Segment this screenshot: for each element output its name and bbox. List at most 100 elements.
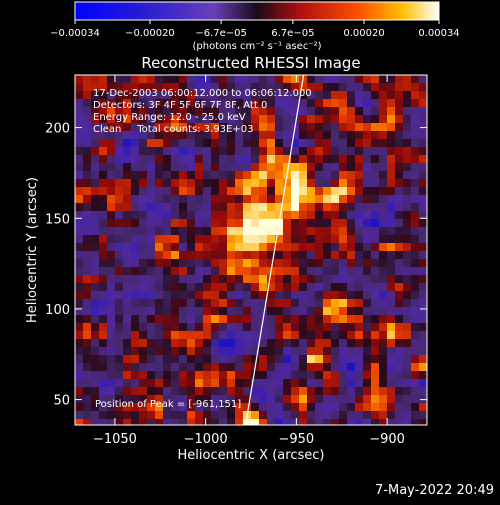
heatmap-cell — [387, 235, 396, 244]
heatmap-cell — [275, 315, 284, 324]
heatmap-cell — [91, 387, 100, 396]
heatmap-cell — [283, 235, 292, 244]
heatmap-cell — [243, 355, 252, 364]
heatmap-cell — [419, 331, 427, 340]
heatmap-cell — [139, 227, 148, 236]
heatmap-cell — [331, 187, 340, 196]
heatmap-cell — [203, 123, 212, 132]
heatmap-cell — [227, 291, 236, 300]
heatmap-cell — [155, 355, 164, 364]
heatmap-cell — [83, 147, 92, 156]
heatmap-cell — [307, 379, 316, 388]
heatmap-cell — [203, 227, 212, 236]
heatmap-cell — [299, 195, 308, 204]
heatmap-cell — [251, 219, 260, 228]
heatmap-cell — [403, 251, 412, 260]
heatmap-cell — [243, 155, 252, 164]
heatmap-cell — [331, 363, 340, 372]
heatmap-cell — [347, 163, 356, 172]
heatmap-cell — [299, 91, 308, 100]
heatmap-cell — [187, 155, 196, 164]
heatmap-cell — [243, 267, 252, 276]
heatmap-cell — [251, 147, 260, 156]
heatmap-cell — [243, 307, 252, 316]
heatmap-cell — [275, 283, 284, 292]
heatmap-cell — [123, 203, 132, 212]
heatmap-cell — [235, 395, 244, 404]
heatmap-cell — [347, 403, 356, 412]
heatmap-cell — [131, 179, 140, 188]
heatmap-cell — [147, 307, 156, 316]
heatmap-cell — [403, 139, 412, 148]
heatmap-cell — [155, 395, 164, 404]
heatmap-cell — [147, 267, 156, 276]
heatmap-cell — [131, 219, 140, 228]
heatmap-cell — [339, 363, 348, 372]
heatmap-cell — [371, 115, 380, 124]
heatmap-cell — [203, 115, 212, 124]
heatmap-cell — [75, 171, 84, 180]
heatmap-cell — [91, 379, 100, 388]
heatmap-cell — [243, 331, 252, 340]
heatmap-cell — [363, 243, 372, 252]
heatmap-cell — [75, 299, 84, 308]
heatmap-cell — [243, 123, 252, 132]
heatmap-cell — [379, 307, 388, 316]
heatmap-cell — [307, 227, 316, 236]
heatmap-cell — [323, 371, 332, 380]
heatmap-cell — [139, 411, 148, 420]
heatmap-cell — [347, 139, 356, 148]
heatmap-cell — [315, 203, 324, 212]
heatmap-cell — [339, 123, 348, 132]
heatmap-cell — [83, 291, 92, 300]
heatmap-cell — [387, 323, 396, 332]
heatmap-cell — [331, 203, 340, 212]
heatmap-cell — [163, 235, 172, 244]
heatmap-cell — [187, 267, 196, 276]
heatmap-cell — [83, 219, 92, 228]
heatmap-cell — [355, 323, 364, 332]
heatmap-cell — [219, 83, 228, 92]
heatmap-cell — [347, 347, 356, 356]
heatmap-cell — [307, 371, 316, 380]
heatmap-cell — [83, 363, 92, 372]
heatmap-cell — [379, 315, 388, 324]
heatmap-cell — [179, 99, 188, 108]
heatmap-cell — [195, 115, 204, 124]
heatmap-cell — [187, 251, 196, 260]
heatmap-cell — [339, 235, 348, 244]
heatmap-cell — [267, 315, 276, 324]
heatmap-cell — [139, 83, 148, 92]
heatmap-cell — [411, 147, 420, 156]
heatmap-cell — [299, 323, 308, 332]
heatmap-cell — [299, 299, 308, 308]
heatmap-cell — [371, 195, 380, 204]
heatmap-cell — [83, 331, 92, 340]
heatmap-cell — [211, 91, 220, 100]
heatmap-cell — [403, 75, 412, 84]
heatmap-cell — [251, 75, 260, 84]
heatmap-cell — [75, 139, 84, 148]
heatmap-cell — [251, 227, 260, 236]
heatmap-cell — [411, 123, 420, 132]
heatmap-cell — [131, 291, 140, 300]
heatmap-cell — [75, 155, 84, 164]
heatmap-cell — [83, 155, 92, 164]
heatmap-cell — [299, 363, 308, 372]
heatmap-cell — [251, 403, 260, 412]
heatmap-cell — [163, 179, 172, 188]
heatmap-cell — [115, 387, 124, 396]
heatmap-cell — [291, 275, 300, 284]
heatmap-cell — [147, 283, 156, 292]
heatmap-cell — [147, 243, 156, 252]
heatmap-cell — [83, 139, 92, 148]
heatmap-cell — [179, 323, 188, 332]
heatmap-cell — [315, 195, 324, 204]
heatmap-cell — [355, 379, 364, 388]
heatmap-cell — [379, 203, 388, 212]
heatmap-cell — [379, 403, 388, 412]
heatmap-cell — [155, 195, 164, 204]
heatmap-cell — [299, 131, 308, 140]
heatmap-cell — [379, 155, 388, 164]
heatmap-cell — [275, 211, 284, 220]
